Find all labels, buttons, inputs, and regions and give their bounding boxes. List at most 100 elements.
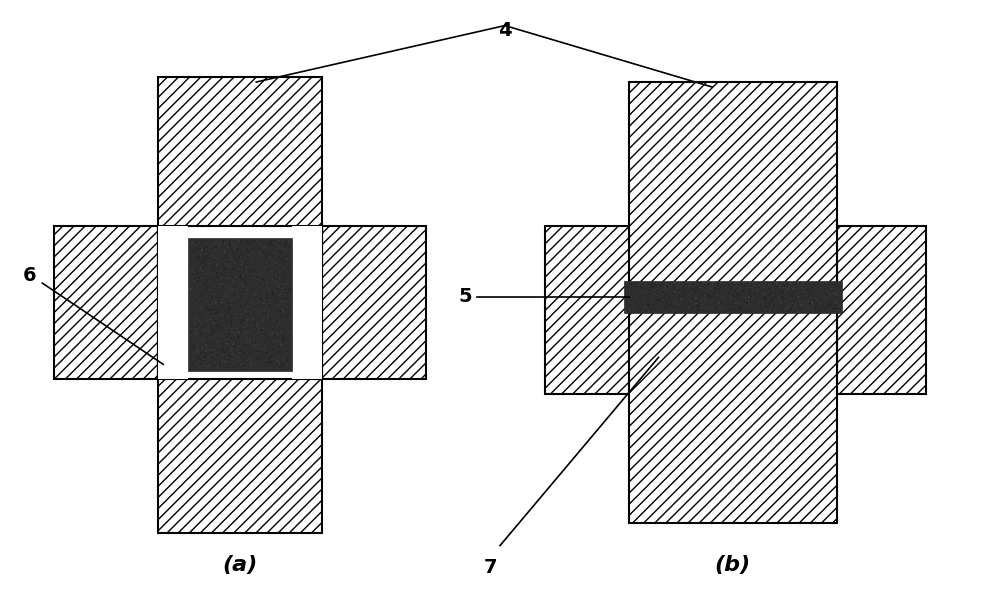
Point xyxy=(222,262,238,271)
Point xyxy=(827,303,843,312)
Point xyxy=(233,359,249,369)
Point xyxy=(826,304,842,313)
Point xyxy=(819,300,835,310)
Point xyxy=(262,252,278,261)
Point xyxy=(192,238,208,247)
Point xyxy=(219,311,235,320)
Point xyxy=(183,327,199,336)
Point xyxy=(271,253,287,262)
Point xyxy=(221,308,237,317)
Point xyxy=(691,288,707,297)
Point xyxy=(241,353,257,363)
Point xyxy=(266,238,282,247)
Point xyxy=(267,350,283,359)
Point xyxy=(698,278,714,287)
Point xyxy=(804,299,820,309)
Bar xyxy=(292,225,322,379)
Point xyxy=(239,286,255,295)
Point xyxy=(199,272,215,281)
Point xyxy=(216,262,232,271)
Point xyxy=(723,286,739,295)
Point xyxy=(258,292,274,301)
Point xyxy=(269,317,285,326)
Point xyxy=(184,305,200,314)
Point xyxy=(262,251,278,260)
Text: (b): (b) xyxy=(715,555,751,575)
Point xyxy=(209,343,225,352)
Point xyxy=(255,293,271,302)
Point xyxy=(188,352,204,362)
Point xyxy=(632,305,648,314)
Point xyxy=(259,332,275,342)
Point xyxy=(756,294,772,303)
Point xyxy=(630,286,646,295)
Point xyxy=(662,302,678,312)
Point xyxy=(749,294,765,304)
Point xyxy=(280,301,296,311)
Point xyxy=(725,292,741,301)
Point xyxy=(201,306,217,315)
Point xyxy=(812,303,828,312)
Point xyxy=(798,297,814,307)
Point xyxy=(218,271,234,280)
Point xyxy=(216,237,232,246)
Point xyxy=(200,297,216,307)
Point xyxy=(704,280,720,290)
Point xyxy=(245,363,261,373)
Point xyxy=(702,293,718,303)
Point xyxy=(219,282,235,291)
Point xyxy=(805,283,821,293)
Point xyxy=(241,310,257,320)
Point xyxy=(251,354,267,363)
Point xyxy=(751,290,767,299)
Point xyxy=(197,364,213,373)
Point xyxy=(258,277,274,286)
Point xyxy=(183,278,199,287)
Point xyxy=(704,291,720,301)
Point xyxy=(219,333,235,342)
Point xyxy=(277,244,293,253)
Point xyxy=(227,258,243,267)
Point xyxy=(258,329,274,339)
Point xyxy=(732,303,748,313)
Point xyxy=(230,286,246,296)
Point xyxy=(618,307,634,316)
Point xyxy=(256,285,272,294)
Point xyxy=(182,345,198,355)
Point xyxy=(692,305,708,314)
Point xyxy=(271,285,287,294)
Point xyxy=(708,304,724,313)
Point xyxy=(261,258,277,267)
Point xyxy=(194,246,210,255)
Point xyxy=(268,333,284,343)
Point xyxy=(251,324,267,334)
Point xyxy=(230,237,246,247)
Point xyxy=(624,296,640,305)
Point xyxy=(248,320,264,330)
Point xyxy=(198,310,214,320)
Point xyxy=(216,278,232,287)
Point xyxy=(751,283,767,292)
Point xyxy=(271,284,287,293)
Point xyxy=(195,352,211,362)
Point xyxy=(278,324,294,334)
Point xyxy=(196,334,212,343)
Point xyxy=(700,290,716,300)
Point xyxy=(234,283,250,292)
Point xyxy=(727,304,743,314)
Point xyxy=(204,261,220,271)
Point xyxy=(779,306,795,316)
Point xyxy=(237,283,253,293)
Point xyxy=(239,286,255,295)
Point xyxy=(183,298,199,307)
Point xyxy=(215,362,231,372)
Point xyxy=(711,285,727,294)
Point xyxy=(771,303,787,312)
Point xyxy=(263,339,279,348)
Point xyxy=(275,263,291,272)
Point xyxy=(206,255,222,265)
Point xyxy=(247,248,263,258)
Point xyxy=(749,284,765,294)
Point xyxy=(814,302,830,312)
Point xyxy=(218,281,234,290)
